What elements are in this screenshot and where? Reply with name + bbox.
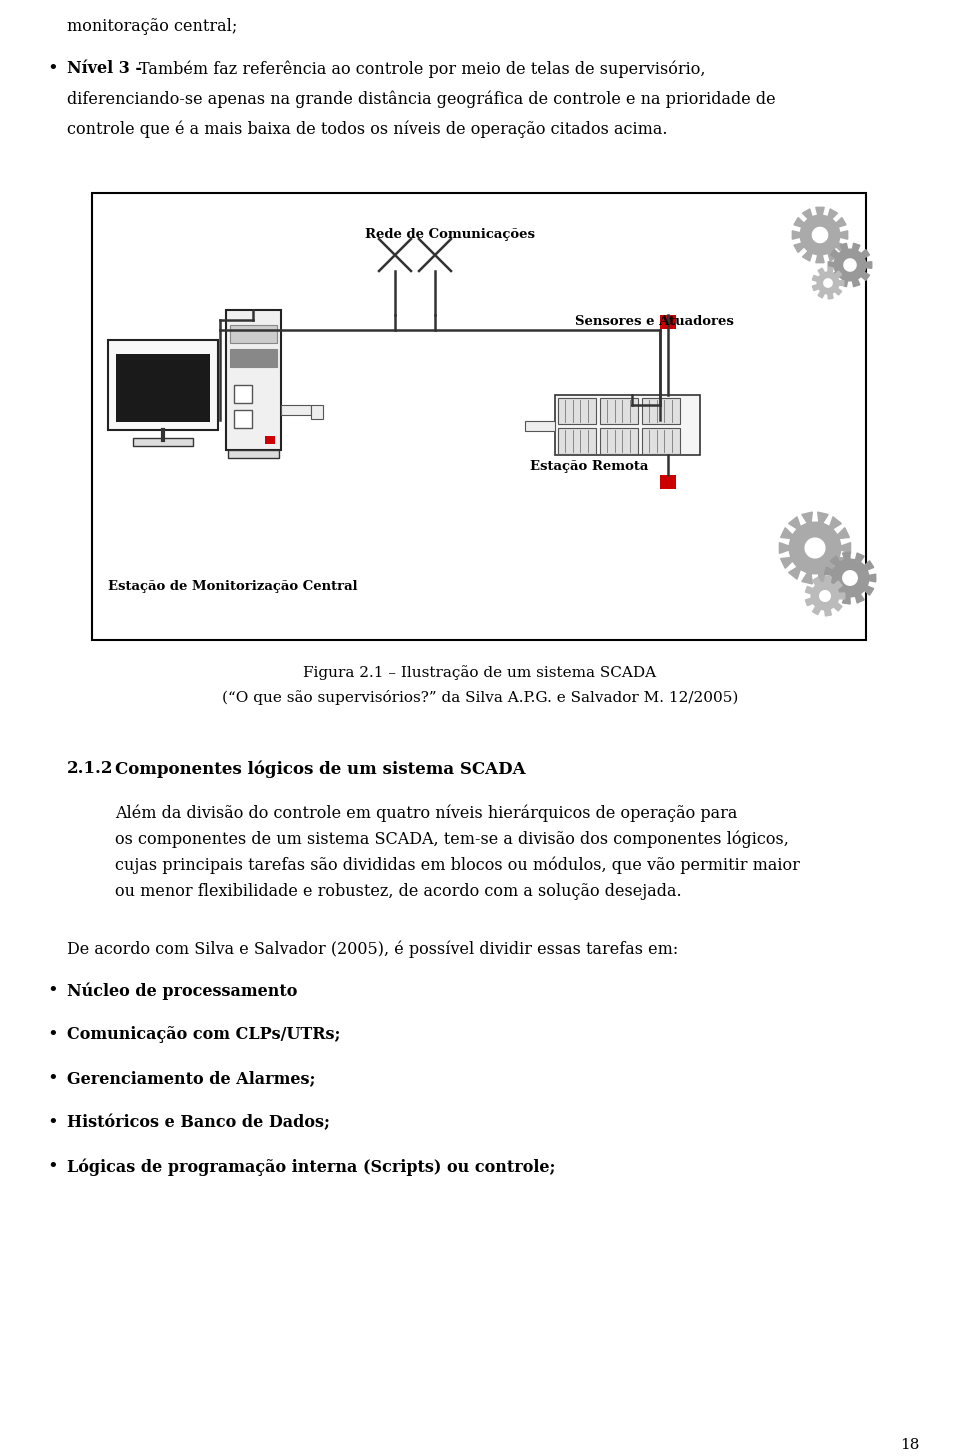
Bar bbox=[660, 475, 676, 489]
Text: monitoração central;: monitoração central; bbox=[67, 17, 237, 35]
Polygon shape bbox=[843, 571, 857, 585]
Bar bbox=[265, 435, 275, 444]
Bar bbox=[234, 384, 252, 403]
Polygon shape bbox=[825, 552, 876, 604]
Text: 2.1.2: 2.1.2 bbox=[67, 760, 113, 778]
Text: Históricos e Banco de Dados;: Históricos e Banco de Dados; bbox=[67, 1114, 330, 1131]
Text: Comunicação com CLPs/UTRs;: Comunicação com CLPs/UTRs; bbox=[67, 1026, 341, 1042]
Polygon shape bbox=[805, 577, 845, 616]
Bar bbox=[311, 405, 323, 419]
Bar bbox=[228, 450, 279, 459]
Bar bbox=[133, 438, 193, 446]
Text: Estação Remota: Estação Remota bbox=[530, 460, 648, 473]
Polygon shape bbox=[824, 278, 832, 287]
Polygon shape bbox=[805, 539, 825, 558]
Polygon shape bbox=[844, 259, 856, 271]
Text: Nível 3 -: Nível 3 - bbox=[67, 60, 148, 77]
Bar bbox=[116, 354, 210, 422]
Bar bbox=[558, 428, 596, 454]
Polygon shape bbox=[780, 513, 851, 584]
Text: ou menor flexibilidade e robustez, de acordo com a solução desejada.: ou menor flexibilidade e robustez, de ac… bbox=[115, 882, 682, 900]
Text: Estação de Monitorização Central: Estação de Monitorização Central bbox=[108, 579, 358, 593]
Bar bbox=[281, 405, 311, 415]
Bar bbox=[525, 421, 555, 431]
Text: Lógicas de programação interna (Scripts) ou controle;: Lógicas de programação interna (Scripts)… bbox=[67, 1158, 556, 1175]
Polygon shape bbox=[820, 591, 830, 601]
Bar bbox=[234, 411, 252, 428]
Text: De acordo com Silva e Salvador (2005), é possível dividir essas tarefas em:: De acordo com Silva e Salvador (2005), é… bbox=[67, 941, 679, 958]
Text: Também faz referência ao controle por meio de telas de supervisório,: Também faz referência ao controle por me… bbox=[139, 60, 706, 77]
Polygon shape bbox=[792, 207, 848, 262]
Text: •: • bbox=[47, 981, 58, 1000]
Text: •: • bbox=[47, 1070, 58, 1088]
Text: Figura 2.1 – Ilustração de um sistema SCADA: Figura 2.1 – Ilustração de um sistema SC… bbox=[303, 665, 657, 680]
Text: Sensores e Atuadores: Sensores e Atuadores bbox=[575, 314, 733, 328]
Bar bbox=[642, 397, 680, 424]
Text: os componentes de um sistema SCADA, tem-se a divisão dos componentes lógicos,: os componentes de um sistema SCADA, tem-… bbox=[115, 831, 789, 849]
Bar bbox=[600, 428, 638, 454]
Bar bbox=[108, 341, 218, 430]
Polygon shape bbox=[812, 227, 828, 243]
Bar bbox=[555, 395, 700, 454]
Bar bbox=[642, 428, 680, 454]
Bar bbox=[558, 397, 596, 424]
Text: diferenciando-se apenas na grande distância geográfica de controle e na priorida: diferenciando-se apenas na grande distân… bbox=[67, 90, 776, 108]
Bar bbox=[660, 314, 676, 329]
Text: •: • bbox=[47, 60, 58, 79]
Text: •: • bbox=[47, 1158, 58, 1176]
Bar bbox=[226, 310, 281, 450]
Text: Rede de Comunicações: Rede de Comunicações bbox=[365, 229, 535, 242]
Polygon shape bbox=[812, 266, 844, 298]
Bar bbox=[600, 397, 638, 424]
Text: (“O que são supervisórios?” da Silva A.P.G. e Salvador M. 12/2005): (“O que são supervisórios?” da Silva A.P… bbox=[222, 690, 738, 705]
Text: cujas principais tarefas são divididas em blocos ou módulos, que vão permitir ma: cujas principais tarefas são divididas e… bbox=[115, 858, 800, 875]
Text: Componentes lógicos de um sistema SCADA: Componentes lógicos de um sistema SCADA bbox=[115, 760, 526, 778]
Text: Além da divisão do controle em quatro níveis hierárquicos de operação para: Além da divisão do controle em quatro ní… bbox=[115, 805, 737, 823]
Text: controle que é a mais baixa de todos os níveis de operação citados acima.: controle que é a mais baixa de todos os … bbox=[67, 119, 667, 137]
Text: Núcleo de processamento: Núcleo de processamento bbox=[67, 981, 298, 999]
Text: •: • bbox=[47, 1026, 58, 1044]
Bar bbox=[92, 194, 866, 641]
Text: Gerenciamento de Alarmes;: Gerenciamento de Alarmes; bbox=[67, 1070, 316, 1088]
Polygon shape bbox=[828, 243, 872, 287]
Bar bbox=[230, 325, 277, 344]
Text: •: • bbox=[47, 1114, 58, 1131]
Bar bbox=[230, 349, 277, 367]
Text: 18: 18 bbox=[900, 1439, 920, 1452]
